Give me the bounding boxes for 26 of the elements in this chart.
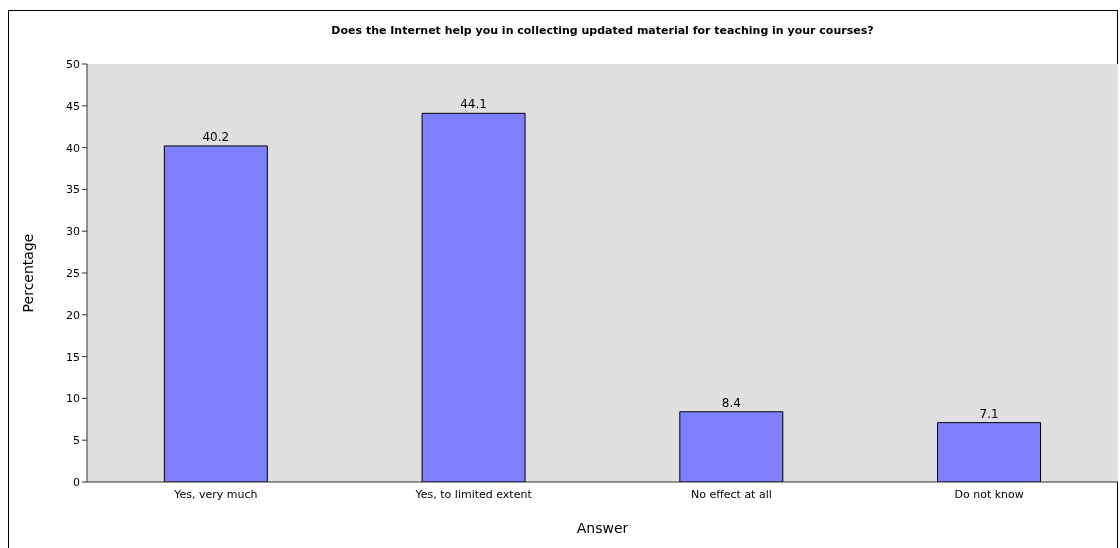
bar	[679, 411, 784, 482]
y-tick-label: 30	[66, 225, 80, 239]
bar	[421, 112, 526, 482]
y-tick-label: 10	[66, 392, 80, 406]
x-tick-label: Yes, to limited extent	[414, 487, 533, 501]
y-tick-label: 25	[66, 266, 80, 280]
x-tick-label: Do not know	[954, 487, 1024, 501]
data-label: 7.1	[979, 406, 999, 421]
y-tick-label: 0	[73, 475, 80, 489]
bar	[163, 145, 268, 482]
data-label: 44.1	[460, 97, 487, 112]
y-tick-label: 40	[66, 141, 80, 155]
data-label: 8.4	[721, 395, 741, 410]
x-axis-title: Answer	[576, 520, 629, 536]
data-label: 40.2	[202, 129, 230, 144]
y-axis-title: Percentage	[19, 233, 36, 313]
y-tick-label: 35	[66, 183, 80, 197]
chart-title: Does the Internet help you in collecting updated material for teaching in your courses?	[330, 24, 875, 37]
y-tick-label: 50	[66, 57, 80, 71]
x-tick-label: No effect at all	[690, 487, 772, 501]
x-tick-label: Yes, very much	[173, 487, 258, 501]
y-tick-label: 5	[73, 434, 80, 448]
y-tick-label: 45	[66, 99, 80, 113]
y-tick-label: 20	[66, 308, 80, 322]
bar	[937, 422, 1042, 482]
y-tick-label: 15	[66, 350, 80, 364]
